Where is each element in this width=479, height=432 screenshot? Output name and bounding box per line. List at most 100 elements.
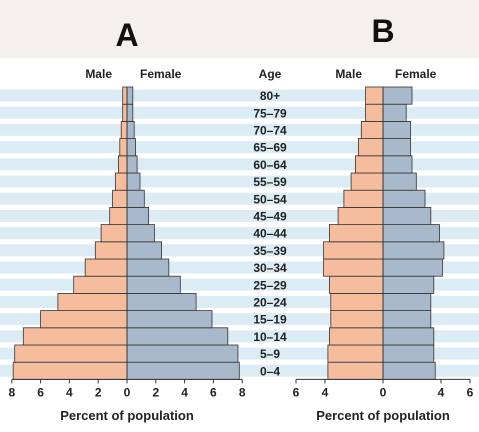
row-stripe (0, 123, 479, 136)
panel-b-tick-label: 6 (467, 385, 474, 399)
panel-a-male-bar (115, 172, 128, 191)
panel-b-male-bar (327, 344, 384, 363)
panel-b-female-bar (382, 189, 426, 208)
panel-a-female-bar (126, 138, 137, 157)
panel-a-female-bar (126, 206, 150, 225)
panel-a-male-bar (40, 310, 128, 329)
panel-b-female-bar (382, 103, 407, 122)
panel-a-male-bar (12, 361, 128, 380)
panel-a-female-bar (126, 155, 138, 174)
panel-a-male-bar (73, 275, 128, 294)
age-header-label: Age (259, 67, 282, 81)
panel-b-male-bar (360, 121, 384, 140)
panel-b-male-bar (357, 138, 384, 157)
age-group-label: 70–74 (253, 124, 287, 138)
panel-b-male-bar (330, 292, 384, 311)
panel-a-tick-label: 0 (124, 385, 131, 399)
panel-a-male-bar (100, 224, 128, 243)
panel-b-female-bar (382, 310, 432, 329)
panel-a-male-bar (84, 258, 128, 277)
panel-b-male-bar (343, 189, 384, 208)
panel-b-female-bar (382, 224, 440, 243)
panel-a-male-bar (109, 206, 128, 225)
panel-b-bars (323, 86, 445, 380)
panel-b-female-bar (382, 86, 413, 105)
panel-b-female-bar (382, 344, 435, 363)
panel-b-male-bar (365, 103, 384, 122)
panel-a-male-bar (119, 138, 128, 157)
panel-b-male-bar (328, 224, 384, 243)
panel-b-male-bar (328, 327, 384, 346)
age-group-label: 10–14 (253, 330, 287, 344)
panel-a-x-axis-title: Percent of population (60, 408, 194, 423)
panel-a-female-bar (126, 172, 141, 191)
panel-b-female-bar (382, 206, 432, 225)
panel-b-tick-label: 4 (322, 385, 329, 399)
panel-a-female-bar (126, 189, 145, 208)
panel-b-female-bar (382, 361, 436, 380)
panel-b-x-axis: 6 4 0 4 6 (293, 87, 474, 399)
age-group-label: 0–4 (260, 364, 280, 378)
panel-b-female-bar (382, 292, 432, 311)
panel-b-male-bar (350, 172, 384, 191)
age-group-label: 15–19 (253, 313, 287, 327)
panel-a-female-bar (126, 327, 229, 346)
age-group-label: 40–44 (253, 227, 287, 241)
age-group-label: 65–69 (253, 141, 287, 155)
panel-a-female-bar (126, 224, 155, 243)
panel-a-male-bar (57, 292, 128, 311)
row-stripe (0, 244, 479, 257)
panel-b-female-bar (382, 121, 411, 140)
panel-b-title: B (371, 13, 394, 49)
panel-a-female-bar (126, 275, 181, 294)
panel-b-male-bar (354, 155, 384, 174)
panel-a-male-bar (122, 86, 128, 105)
panel-b-male-bar (365, 86, 384, 105)
age-group-label: 25–29 (253, 278, 287, 292)
panel-b-female-bar (382, 327, 435, 346)
panel-b-tick-label: 0 (380, 385, 387, 399)
panel-b-female-bar (382, 241, 445, 260)
panel-a-tick-label: 2 (95, 385, 102, 399)
panel-b-tick-label: 6 (293, 385, 300, 399)
panel-b-male-label: Male (335, 67, 362, 81)
panel-b-female-label: Female (395, 67, 437, 81)
panel-a-male-bar (22, 327, 128, 346)
panel-a-tick-label: 6 (37, 385, 44, 399)
age-group-label: 45–49 (253, 210, 287, 224)
panel-a-female-bar (126, 258, 170, 277)
age-group-label: 75–79 (253, 106, 287, 120)
panel-a-tick-label: 4 (66, 385, 73, 399)
panel-b-male-bar (327, 361, 384, 380)
panel-b-male-bar (337, 206, 384, 225)
panel-a-female-bar (126, 292, 197, 311)
age-group-labels: 0–4 5–9 10–14 15–19 20–24 25–29 30–34 35–39 40–4… (253, 89, 287, 378)
panel-a-x-axis: 8 6 4 2 0 2 4 6 8 (8, 87, 246, 399)
age-group-label: 80+ (260, 89, 280, 103)
panel-a-female-bar (126, 121, 135, 140)
panel-a-male-bar (122, 103, 128, 122)
panel-a-tick-label: 8 (8, 385, 15, 399)
age-group-label: 50–54 (253, 192, 287, 206)
panel-b-female-bar (382, 138, 411, 157)
panel-b-female-bar (382, 258, 443, 277)
panel-b-male-bar (323, 258, 384, 277)
panel-b-male-bar (328, 275, 384, 294)
panel-a-male-label: Male (85, 67, 112, 81)
panel-a-female-label: Female (140, 67, 182, 81)
panel-b-male-bar (330, 310, 384, 329)
panel-a-tick-label: 2 (152, 385, 159, 399)
panel-a-male-bar (118, 155, 128, 174)
row-stripe (0, 106, 479, 119)
row-stripe (0, 89, 479, 102)
age-group-label: 60–64 (253, 158, 287, 172)
panel-a-female-bar (126, 103, 134, 122)
panel-a-female-bar (126, 241, 162, 260)
panel-a-tick-label: 6 (210, 385, 217, 399)
panel-a-tick-label: 4 (181, 385, 188, 399)
age-group-label: 30–34 (253, 261, 287, 275)
age-group-label: 5–9 (260, 347, 280, 361)
panel-b-female-bar (382, 172, 417, 191)
panel-b-female-bar (382, 155, 413, 174)
